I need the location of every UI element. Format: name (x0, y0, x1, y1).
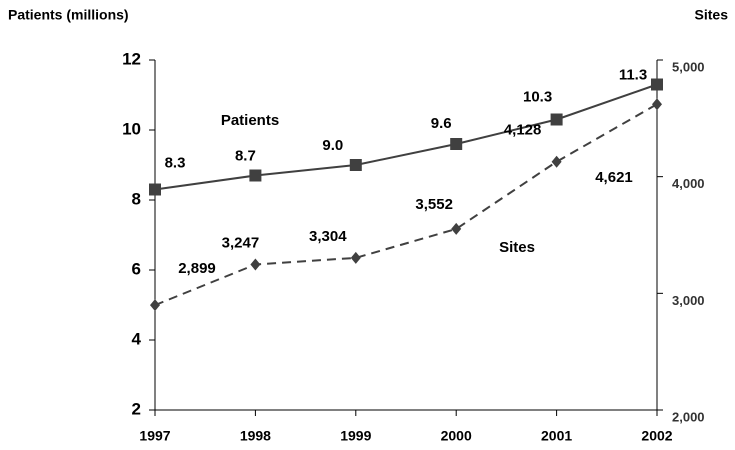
marker (250, 258, 261, 271)
data-label: 10.3 (523, 88, 552, 105)
data-label: 11.3 (619, 66, 647, 83)
marker (451, 222, 462, 235)
data-label: 3,552 (415, 196, 453, 213)
x-tick-label: 1997 (139, 428, 170, 444)
y-tick-label: 2 (132, 399, 141, 418)
marker (651, 78, 663, 91)
data-label: 9.6 (431, 115, 452, 132)
marker (652, 98, 662, 111)
y2-tick-label: 4,000 (672, 176, 705, 191)
y-tick-label: 10 (122, 119, 141, 138)
data-label: 8.7 (235, 147, 256, 164)
y-tick-label: 4 (132, 329, 142, 348)
series-line (154, 83, 658, 191)
x-tick-label: 1998 (240, 428, 271, 444)
x-tick-label: 2001 (541, 428, 572, 444)
data-label: 8.3 (165, 154, 186, 171)
series-annotation: Sites (499, 239, 535, 256)
y2-tick-label: 2,000 (672, 409, 705, 424)
x-tick-label: 2002 (641, 428, 672, 444)
y2-axis-title: Sites (695, 7, 729, 23)
series-annotation: Patients (221, 112, 279, 129)
marker (150, 299, 160, 312)
marker (149, 183, 161, 196)
x-tick-label: 1999 (340, 428, 371, 444)
y-axis-title: Patients (millions) (8, 7, 129, 23)
data-label: 2,899 (178, 260, 216, 277)
y-tick-label: 12 (122, 49, 141, 68)
series-line (154, 103, 658, 307)
data-label: 4,621 (595, 169, 633, 186)
y-tick-label: 6 (132, 259, 141, 278)
marker (551, 155, 562, 168)
data-label: 3,247 (222, 234, 260, 251)
y2-tick-label: 5,000 (672, 59, 705, 74)
data-label: 4,128 (504, 122, 542, 139)
marker (450, 138, 463, 150)
x-tick-label: 2000 (441, 428, 472, 444)
data-label: 3,304 (309, 228, 347, 245)
marker (350, 251, 361, 264)
marker (249, 169, 262, 182)
y2-tick-label: 3,000 (672, 293, 705, 308)
data-label: 9.0 (322, 137, 343, 154)
y-tick-label: 8 (132, 189, 141, 208)
marker (349, 159, 362, 171)
marker (550, 113, 563, 126)
